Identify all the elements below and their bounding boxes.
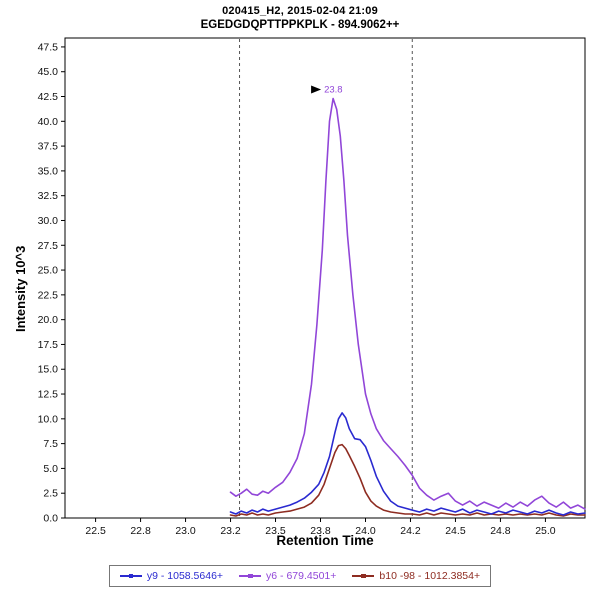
y-tick-label: 25.0 [38,265,59,277]
series-line-swatch-icon [239,572,262,580]
series-trace-2 [229,443,586,517]
y-tick-label: 37.5 [38,141,59,153]
run-title: 020415_H2, 2015-02-04 21:09 [222,5,378,17]
y-axis-title: Intensity 10^3 [13,245,28,332]
y-tick-label: 5.0 [43,463,58,475]
x-tick-label: 23.8 [310,525,331,537]
y-tick-label: 17.5 [38,339,59,351]
legend-label: y9 - 1058.5646+ [146,570,224,582]
series-trace-0 [229,412,586,516]
x-tick-label: 23.5 [265,525,286,537]
peak-arrow-icon [311,85,322,94]
peak-rt-label: 23.8 [324,84,343,95]
x-axis-title: Retention Time [276,533,374,548]
y-tick-label: 15.0 [38,364,59,376]
y-tick-label: 0.0 [43,513,58,525]
plot-border [64,37,586,519]
legend-box: y9 - 1058.5646+ y6 - 679.4501+ b10 -98 -… [108,565,492,587]
y-tick-label: 27.5 [38,240,59,252]
y-tick-label: 20.0 [38,314,59,326]
y-tick-label: 30.0 [38,215,59,227]
y-tick-label: 10.0 [38,413,59,425]
legend-item: y9 - 1058.5646+ [119,570,224,582]
x-tick-label: 24.0 [355,525,376,537]
y-tick-label: 22.5 [38,289,59,301]
x-tick-label: 25.0 [535,525,556,537]
x-tick-label: 22.5 [85,525,106,537]
y-tick-label: 7.5 [43,438,58,450]
x-tick-label: 23.2 [220,525,241,537]
series-line-swatch-icon [352,572,375,580]
series-trace-1 [229,97,586,510]
x-tick-label: 22.8 [130,525,151,537]
y-tick-label: 40.0 [38,116,59,128]
series-line-swatch-icon [119,572,142,580]
peptide-title: EGEDGDQPTTPPKPLK - 894.9062++ [200,19,400,31]
legend-item: y6 - 679.4501+ [239,570,336,582]
y-tick-label: 12.5 [38,389,59,401]
x-tick-label: 24.8 [490,525,511,537]
x-tick-label: 24.2 [400,525,421,537]
y-tick-label: 45.0 [38,66,59,78]
y-tick-label: 32.5 [38,190,59,202]
legend-label: b10 -98 - 1012.3854+ [379,570,481,582]
x-tick-label: 24.5 [445,525,466,537]
x-tick-label: 23.0 [175,525,196,537]
legend-item: b10 -98 - 1012.3854+ [352,570,480,582]
legend-container: y9 - 1058.5646+ y6 - 679.4501+ b10 -98 -… [0,565,600,587]
y-tick-label: 35.0 [38,165,59,177]
y-tick-label: 47.5 [38,41,59,53]
legend-label: y6 - 679.4501+ [266,570,337,582]
y-tick-label: 42.5 [38,91,59,103]
y-tick-label: 2.5 [43,488,58,500]
